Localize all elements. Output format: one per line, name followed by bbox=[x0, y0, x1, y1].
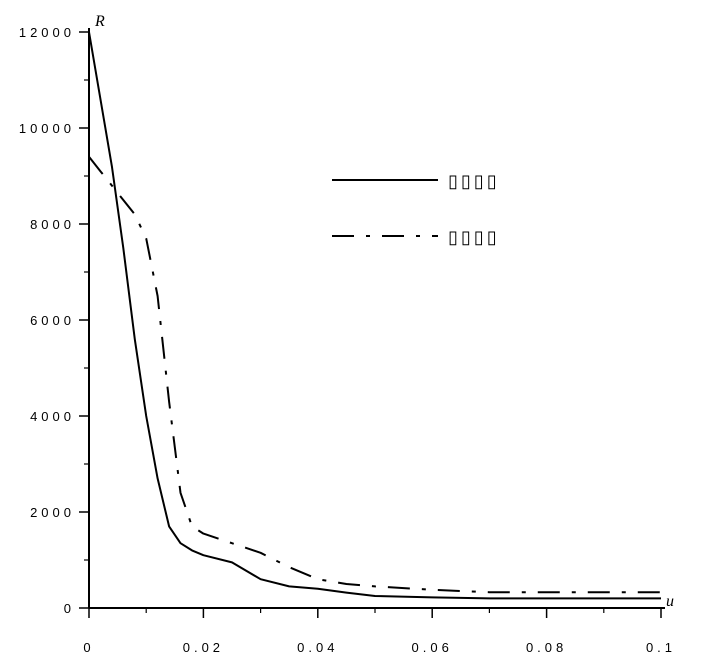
legend-label-2: ▯▯▯▯ bbox=[448, 227, 500, 247]
y-tick-label: 2000 bbox=[30, 505, 75, 520]
x-tick-label: 0.08 bbox=[526, 640, 567, 655]
y-tick-label: 10000 bbox=[19, 121, 75, 136]
x-tick-label: 0 bbox=[83, 640, 94, 655]
x-tick-label: 0.04 bbox=[297, 640, 338, 655]
y-tick-label: 12000 bbox=[19, 25, 75, 40]
axes bbox=[88, 28, 665, 609]
legend: ▯▯▯▯ ▯▯▯▯ bbox=[332, 171, 500, 247]
series-line-1 bbox=[88, 31, 661, 600]
tick-marks bbox=[79, 31, 662, 618]
y-tick-label: 6000 bbox=[30, 313, 75, 328]
plot-lines bbox=[88, 31, 661, 600]
x-tick-label: 0.1 bbox=[646, 640, 676, 655]
y-tick-label: 8000 bbox=[30, 217, 75, 232]
x-axis-title: u bbox=[666, 593, 674, 610]
x-tick-label: 0.06 bbox=[412, 640, 453, 655]
legend-label-1: ▯▯▯▯ bbox=[448, 171, 500, 191]
x-tick-label: 0.02 bbox=[183, 640, 224, 655]
tick-labels: 0 2000 4000 6000 8000 10000 12000 0 0.02 0.04 0.06… bbox=[19, 25, 676, 655]
y-tick-label: 4000 bbox=[30, 409, 75, 424]
y-tick-label: 0 bbox=[64, 601, 75, 616]
y-axis-title: R bbox=[94, 13, 105, 30]
series-line-2 bbox=[88, 156, 661, 594]
